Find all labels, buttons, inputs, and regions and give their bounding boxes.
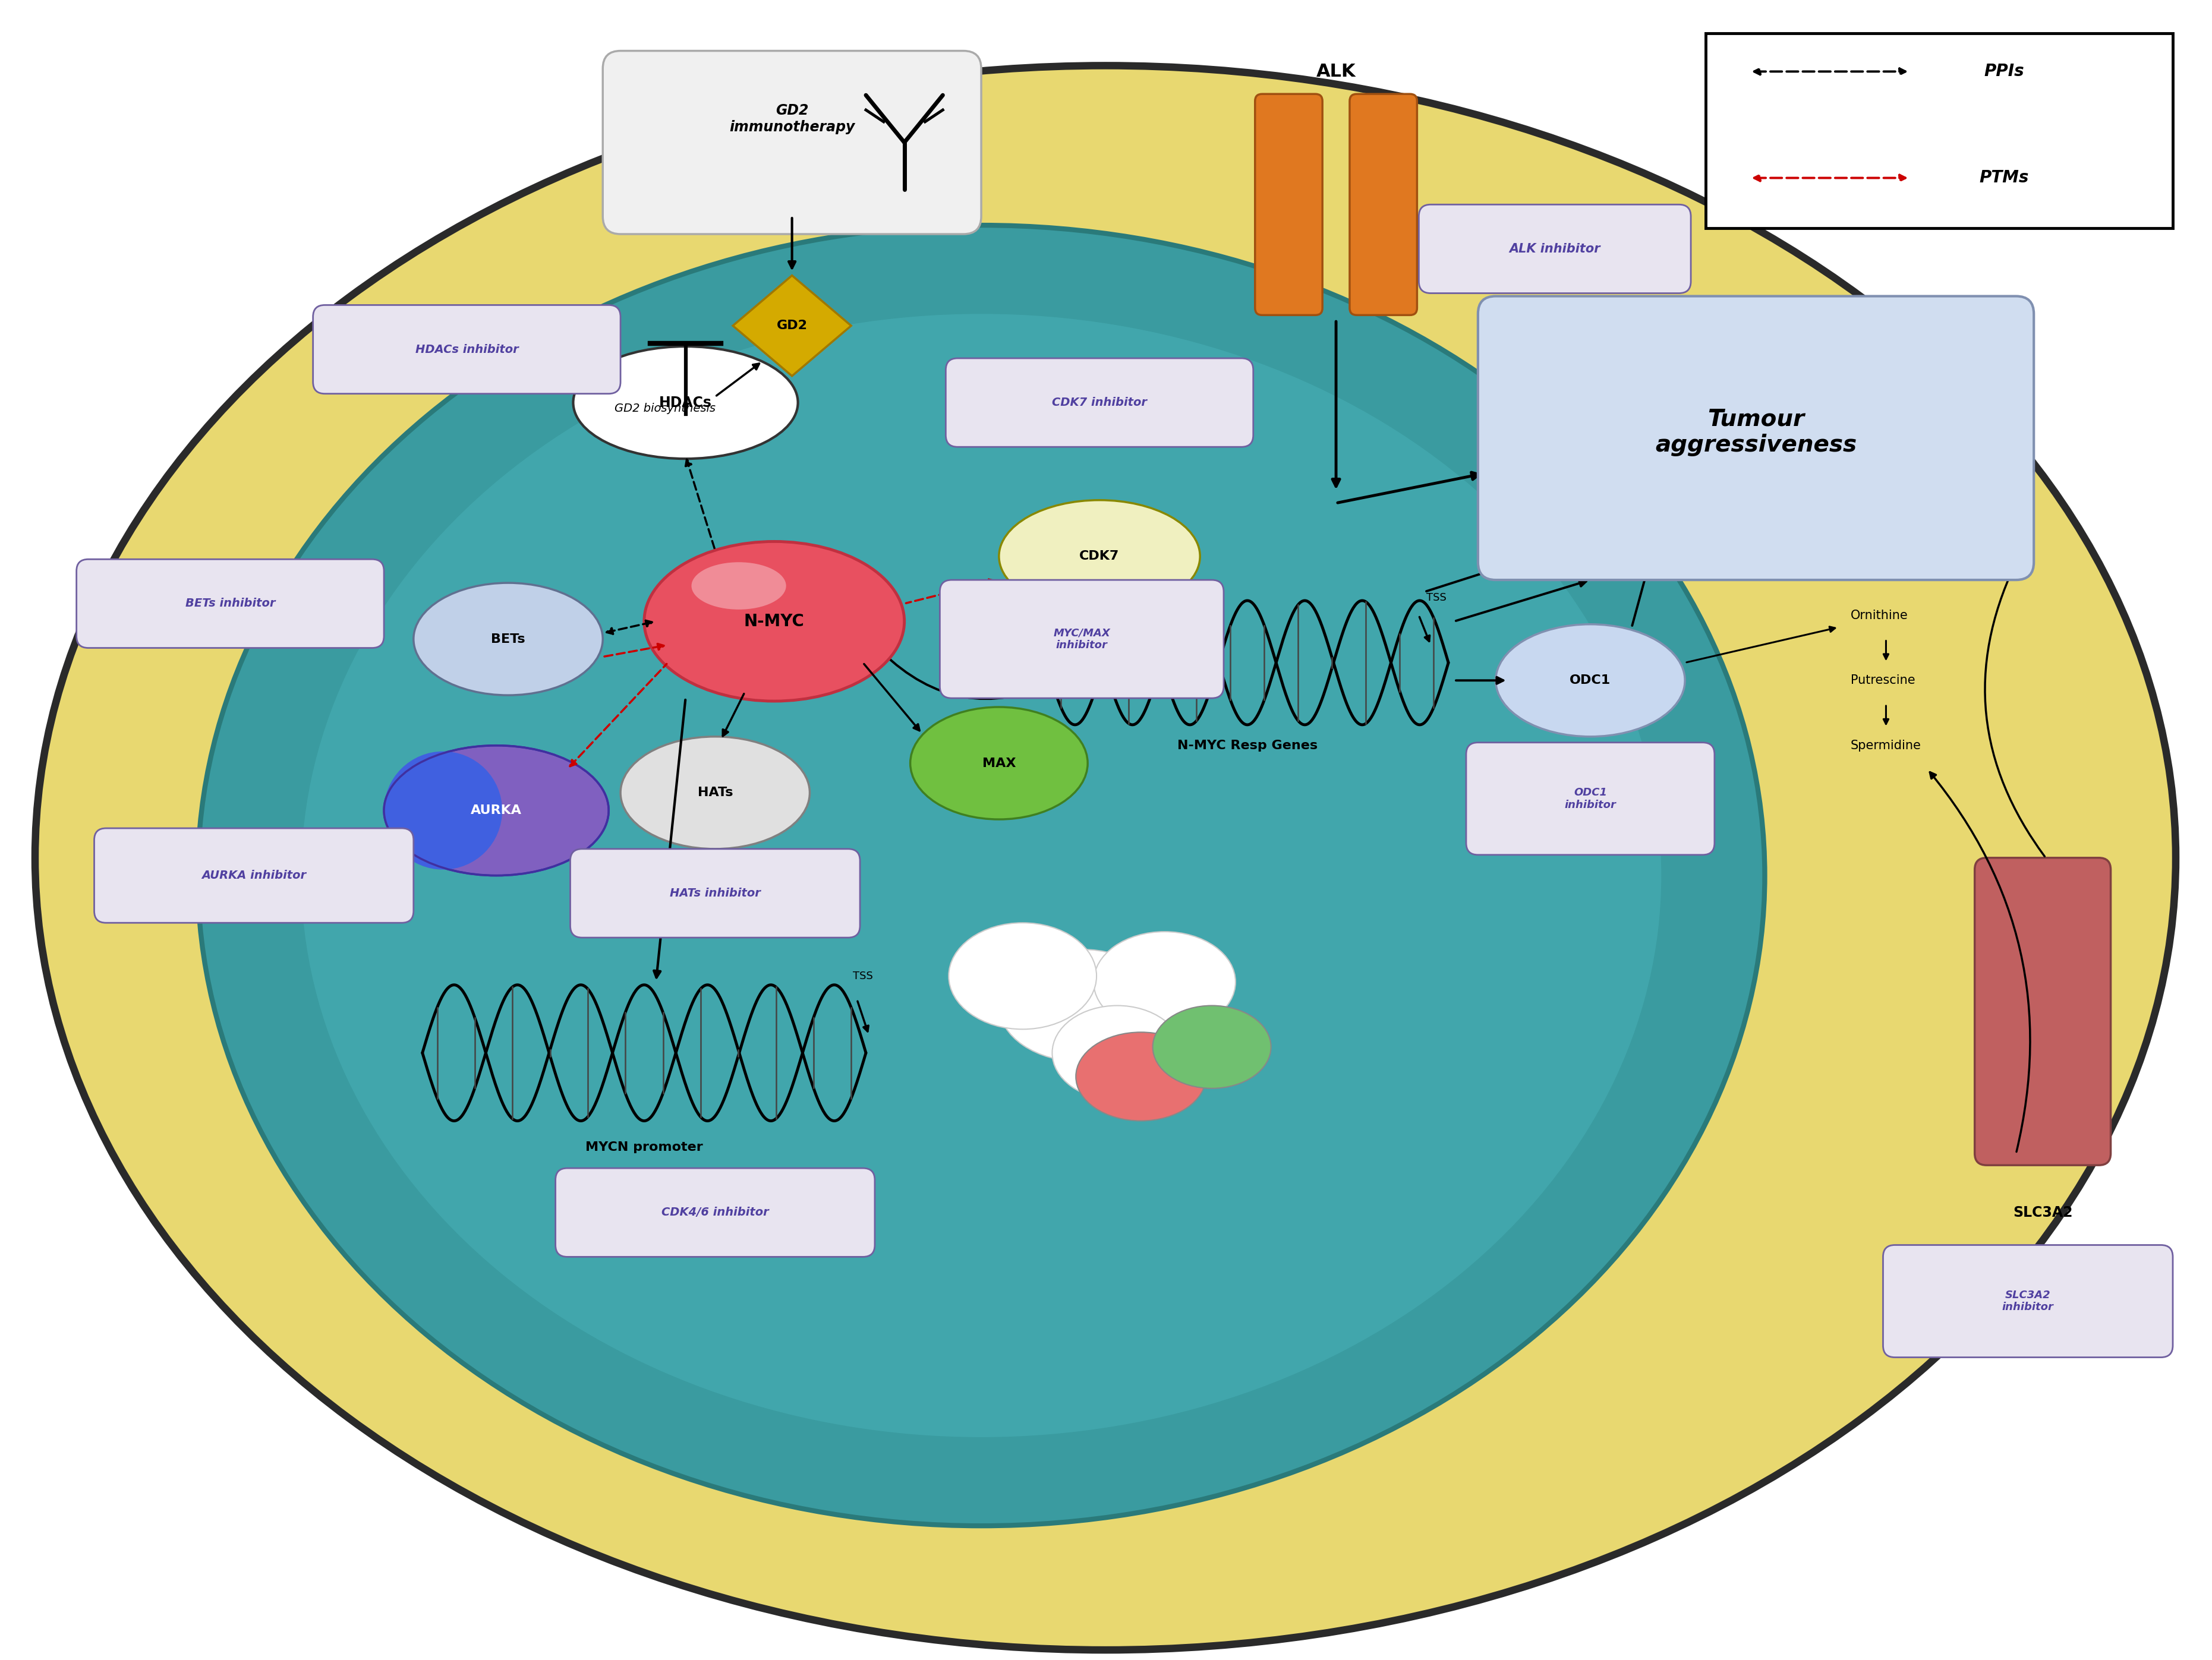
FancyBboxPatch shape <box>1882 1245 2172 1358</box>
FancyBboxPatch shape <box>1973 858 2110 1165</box>
FancyBboxPatch shape <box>312 305 619 393</box>
Text: Putrescine: Putrescine <box>1849 674 1916 686</box>
Ellipse shape <box>1152 1006 1270 1089</box>
Text: SLC3A2
inhibitor: SLC3A2 inhibitor <box>2002 1290 2053 1313</box>
Text: Spermidine: Spermidine <box>1849 739 1920 752</box>
Ellipse shape <box>1495 624 1686 737</box>
Ellipse shape <box>197 226 1765 1526</box>
FancyBboxPatch shape <box>1254 95 1323 315</box>
FancyBboxPatch shape <box>1705 33 2172 227</box>
FancyBboxPatch shape <box>602 51 980 234</box>
FancyBboxPatch shape <box>95 828 414 923</box>
Ellipse shape <box>35 66 2174 1650</box>
Text: TSS: TSS <box>1427 593 1447 603</box>
Ellipse shape <box>998 950 1164 1062</box>
Text: ALK inhibitor: ALK inhibitor <box>1509 242 1599 256</box>
Ellipse shape <box>692 563 785 609</box>
FancyBboxPatch shape <box>555 1169 874 1257</box>
Text: PPIs: PPIs <box>1984 63 2024 80</box>
Text: GD2
immunotherapy: GD2 immunotherapy <box>730 103 854 134</box>
FancyBboxPatch shape <box>77 559 385 647</box>
FancyBboxPatch shape <box>945 359 1252 447</box>
Text: PTMs: PTMs <box>1980 169 2028 186</box>
Ellipse shape <box>1053 1006 1181 1101</box>
Ellipse shape <box>301 314 1661 1438</box>
Text: HDACs inhibitor: HDACs inhibitor <box>416 344 518 355</box>
Text: CDK4/6 inhibitor: CDK4/6 inhibitor <box>661 1207 768 1218</box>
Text: MYC/MAX
inhibitor: MYC/MAX inhibitor <box>1053 627 1110 651</box>
Text: Tumour
aggressiveness: Tumour aggressiveness <box>1655 408 1856 456</box>
Ellipse shape <box>385 752 502 870</box>
Text: GD2: GD2 <box>776 320 807 332</box>
FancyBboxPatch shape <box>1349 95 1416 315</box>
FancyBboxPatch shape <box>1418 204 1690 294</box>
Text: HDACs: HDACs <box>659 395 712 410</box>
Ellipse shape <box>1075 1033 1206 1120</box>
Text: GD2 biosynthesis: GD2 biosynthesis <box>615 403 714 413</box>
Text: ODC1
inhibitor: ODC1 inhibitor <box>1564 787 1615 810</box>
Text: MAX: MAX <box>982 757 1015 769</box>
Text: AURKA: AURKA <box>471 805 522 817</box>
Ellipse shape <box>909 707 1088 820</box>
Text: CDK7: CDK7 <box>1079 551 1119 563</box>
FancyBboxPatch shape <box>1467 742 1714 855</box>
Polygon shape <box>732 276 852 375</box>
Ellipse shape <box>1093 931 1234 1033</box>
Ellipse shape <box>998 500 1199 613</box>
Ellipse shape <box>619 737 810 848</box>
FancyBboxPatch shape <box>571 848 860 938</box>
Text: Ornithine: Ornithine <box>1849 609 1907 621</box>
Text: AURKA inhibitor: AURKA inhibitor <box>201 870 305 881</box>
Text: HATs inhibitor: HATs inhibitor <box>670 888 761 900</box>
Text: MYCN promoter: MYCN promoter <box>586 1142 703 1154</box>
FancyBboxPatch shape <box>940 579 1223 699</box>
Text: ALK: ALK <box>1316 63 1356 80</box>
Ellipse shape <box>644 541 905 701</box>
Text: TSS: TSS <box>852 971 874 981</box>
Ellipse shape <box>385 745 608 875</box>
Text: ODC1: ODC1 <box>1568 674 1610 686</box>
Text: BETs inhibitor: BETs inhibitor <box>186 598 274 609</box>
Ellipse shape <box>414 583 602 696</box>
Text: SLC3A2: SLC3A2 <box>2013 1205 2073 1220</box>
Text: N-MYC: N-MYC <box>743 613 805 629</box>
Ellipse shape <box>573 347 799 458</box>
Text: N-MYC Resp Genes: N-MYC Resp Genes <box>1177 739 1316 752</box>
FancyBboxPatch shape <box>1478 295 2033 579</box>
Ellipse shape <box>949 923 1097 1029</box>
Text: HATs: HATs <box>697 787 732 798</box>
Text: CDK7 inhibitor: CDK7 inhibitor <box>1051 397 1146 408</box>
Text: BETs: BETs <box>491 632 524 646</box>
